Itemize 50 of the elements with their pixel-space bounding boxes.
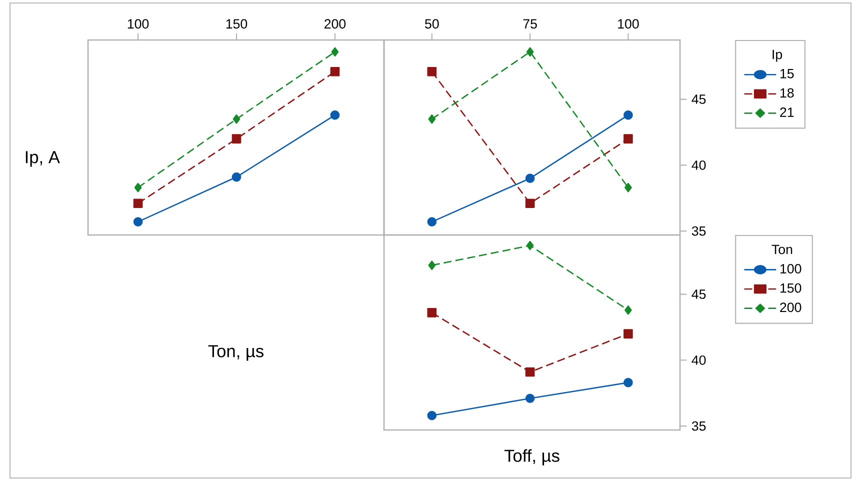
point	[525, 367, 535, 377]
y-tick-label: 40	[692, 160, 706, 170]
legend-label: 18	[780, 88, 794, 98]
point	[525, 174, 535, 184]
point	[427, 410, 437, 420]
y-tick-label: 40	[692, 355, 706, 365]
point	[330, 66, 340, 76]
y-tick-label: 35	[692, 421, 706, 431]
y-axis-title: Ip, A	[26, 151, 60, 167]
point	[232, 114, 240, 124]
point	[427, 66, 437, 76]
legend-label: 100	[780, 264, 802, 274]
point	[428, 260, 436, 270]
point	[624, 182, 632, 192]
point	[526, 240, 534, 250]
legend-label: 15	[780, 69, 794, 78]
point	[624, 329, 633, 338]
y-tick-label: 45	[692, 94, 706, 104]
x-tick-label: 100	[128, 19, 149, 29]
x-tick-label: 50	[425, 19, 439, 29]
point	[427, 308, 437, 318]
point	[525, 198, 535, 208]
point	[232, 172, 242, 182]
point	[428, 114, 436, 124]
x-axis-title: Toff, µs	[504, 449, 560, 466]
point	[232, 134, 242, 144]
point	[330, 110, 340, 120]
x-tick-label: 100	[618, 19, 639, 29]
x-tick-label: 200	[324, 19, 346, 29]
x-tick-label: 150	[226, 19, 248, 29]
legend-title: Ip	[772, 50, 782, 62]
legend-title: Ton	[772, 244, 792, 254]
point	[133, 198, 143, 208]
point	[624, 134, 633, 144]
y-tick-label: 35	[692, 226, 706, 236]
point	[624, 378, 633, 388]
legend-label: 21	[780, 108, 794, 117]
point	[624, 110, 633, 120]
legend-label: 150	[780, 283, 802, 293]
point	[427, 217, 437, 226]
point	[331, 47, 339, 57]
point	[526, 47, 534, 57]
y-tick-label: 45	[692, 290, 706, 299]
point	[624, 305, 632, 315]
legend-label: 200	[780, 302, 802, 312]
point	[525, 394, 535, 404]
point	[133, 217, 143, 226]
point	[134, 182, 142, 192]
x-tick-label: 75	[523, 19, 537, 29]
x-axis-title: Ton, µs	[208, 345, 264, 361]
